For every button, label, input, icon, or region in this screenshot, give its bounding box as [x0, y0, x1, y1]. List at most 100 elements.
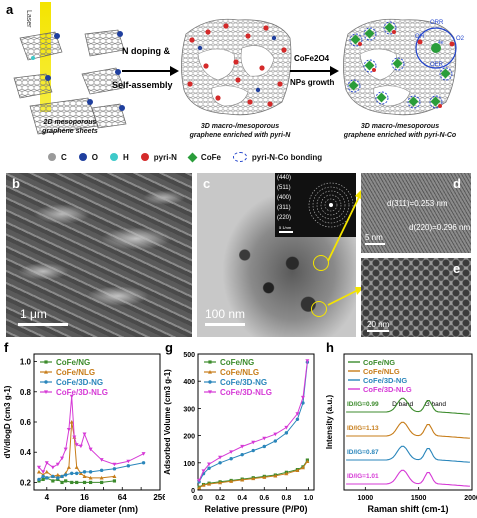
data-point [112, 479, 117, 483]
data-point [64, 479, 68, 483]
y-axis-label: Intensity (a.u.) [325, 395, 334, 450]
data-point [240, 477, 245, 482]
data-point [229, 479, 234, 483]
data-point [141, 452, 146, 456]
data-point [240, 452, 244, 457]
panel-c-tem-image: c (440) (511) (400) (311) (220) 5 1/nm 1… [197, 173, 356, 337]
data-point [273, 439, 278, 443]
panel-label-c: c [203, 176, 211, 191]
data-point [69, 420, 74, 424]
data-point [273, 432, 278, 437]
data-point [207, 482, 212, 486]
y-tick-label: 0.2 [20, 478, 32, 487]
data-point [284, 431, 289, 435]
legend-label: CoFe/3D-NLG [56, 388, 108, 397]
y-tick-label: 0.4 [20, 448, 32, 457]
data-point [78, 444, 83, 449]
data-point [63, 473, 68, 477]
caption-2d: 2D mesoporous graphene sheets [10, 118, 130, 136]
legend-swatch-cofe [187, 152, 198, 162]
data-point [262, 444, 266, 449]
reaction-orr: ORR [430, 20, 444, 26]
sheet [91, 103, 127, 129]
data-point [126, 459, 131, 464]
data-point [229, 457, 233, 461]
y-tick-label: 0.6 [20, 418, 32, 427]
panel-d-hrtem-image: d d(311)=0.253 nm d(220)=0.296 nm 5 nm [361, 173, 471, 253]
y-axis-label: dV/dlogD (cm3 g-1) [3, 385, 12, 458]
x-tick-label: 16 [80, 493, 89, 502]
data-point [60, 456, 65, 461]
spectrum-line [346, 469, 470, 487]
spectrum-line [346, 445, 470, 463]
data-point [240, 444, 245, 449]
y-tick-label: 0.8 [20, 388, 32, 397]
data-point [82, 474, 87, 478]
legend-item: pyri-N [140, 153, 177, 162]
series-line [38, 421, 115, 479]
data-point [74, 443, 79, 447]
data-point [284, 471, 289, 476]
data-point [112, 474, 117, 478]
chart-pore-size: 4 16 64 256 0.2 0.4 0.6 0.8 1.0 Pore diameter (nm… [3, 353, 165, 514]
data-point [295, 417, 300, 421]
data-point [295, 468, 300, 473]
panel-label-h: h [326, 340, 334, 355]
data-point [273, 473, 278, 478]
saed-inset [275, 173, 356, 237]
ratio-label: ID/IG=1.13 [347, 425, 379, 432]
data-point [100, 480, 104, 485]
atom-legend: C O H pyri-N CoFe pyri-N-Co bonding [48, 152, 322, 162]
legend-swatch-c [48, 153, 56, 161]
scale-bar-line [18, 323, 68, 326]
data-point [44, 380, 48, 384]
panel-b-sem-image: b 1 μm [6, 173, 192, 337]
graphene-3d-pyri-n-co [343, 18, 457, 116]
data-point [70, 480, 74, 485]
caption-3d-pyri-n-line1: 3D macro-/mesoporous [200, 123, 280, 130]
x-tick-label: 0.2 [215, 495, 225, 502]
x-axis-label: Pore diameter (nm) [56, 504, 138, 514]
arrow-right-icon [122, 66, 179, 76]
data-point [99, 475, 104, 480]
arrow1-label-line1: N doping & [122, 46, 170, 56]
saed-ring-511: (511) [277, 185, 291, 191]
sheet [81, 67, 125, 95]
scale-bar-label: 5 nm [365, 233, 383, 242]
legend-label: CoFe/NLG [363, 367, 400, 376]
reaction-4e: 4e [438, 40, 444, 46]
scale-bar-line [367, 330, 389, 332]
data-point [66, 465, 71, 469]
data-point [284, 425, 289, 430]
x-tick-label: 256 [153, 493, 165, 502]
legend-label: CoFe/3D-NG [363, 376, 407, 385]
pointer-arrows [327, 189, 364, 306]
arrow2-label-line2: NPs growth [290, 78, 335, 87]
legend-swatch-bonding [232, 152, 247, 162]
y-tick-label: 500 [183, 352, 195, 359]
y-tick-label: 400 [183, 379, 195, 386]
laser-beam [40, 2, 51, 112]
data-point [207, 462, 212, 467]
caption-2d-line1: 2D mesoporous [43, 119, 97, 126]
legend-label: CoFe/3D-NG [56, 378, 103, 387]
legend-label: CoFe/NLG [220, 368, 259, 377]
data-point [201, 483, 206, 487]
legend-label: CoFe/NLG [56, 368, 95, 377]
data-point [55, 462, 60, 467]
arrow1-label-line2: Self-assembly [112, 80, 173, 90]
data-point [44, 390, 48, 394]
data-point [88, 475, 93, 480]
caption-3d-pyri-n: 3D macro-/mesoporous graphene enriched w… [170, 122, 310, 140]
x-tick-label: 0.6 [259, 495, 269, 502]
data-point [88, 447, 93, 452]
caption-3d-pyri-n-co-line1: 3D macro-/mesoporous [360, 123, 440, 130]
data-point [60, 474, 64, 479]
legend-label: C [61, 152, 67, 162]
legend-item: O [78, 153, 98, 162]
data-point [207, 466, 211, 470]
chart-raman: 1000 1500 2000 Raman shift (cm-1) Intensity … [325, 353, 477, 514]
data-point [197, 478, 202, 483]
legend-label: CoFe/NG [363, 358, 395, 367]
x-tick-label: 1500 [411, 495, 427, 502]
